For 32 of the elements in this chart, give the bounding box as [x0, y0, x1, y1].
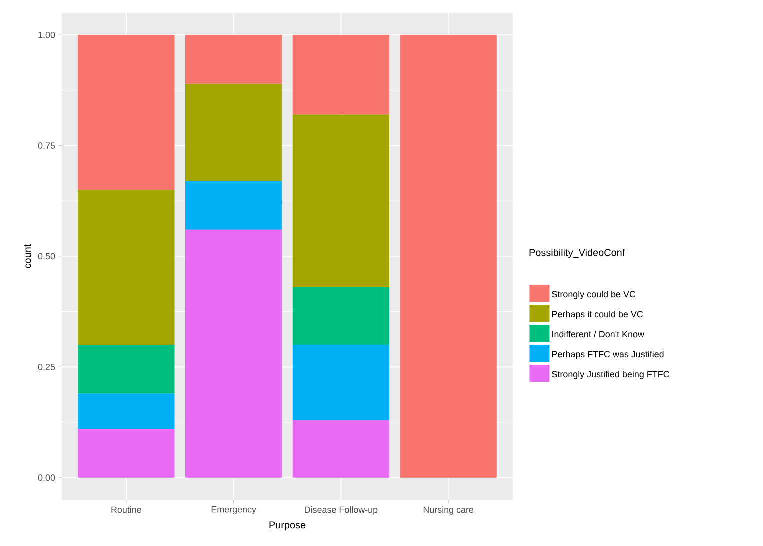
- bar: [186, 230, 282, 478]
- bar: [78, 190, 175, 346]
- bar: [292, 420, 390, 478]
- y-tick-label: 1.00: [38, 32, 56, 38]
- bar: [78, 429, 175, 478]
- legend-label: Indifferent / Don't Know: [552, 330, 644, 338]
- y-tick-label: 0.25: [38, 364, 56, 370]
- x-tick-label: Routine: [112, 506, 142, 514]
- bar: [186, 35, 282, 84]
- bar: [292, 287, 390, 346]
- bar: [78, 345, 175, 394]
- y-tick-label: 0.75: [38, 142, 56, 149]
- y-tick-label: 0.50: [38, 253, 56, 260]
- x-axis-title: Purpose: [270, 522, 306, 531]
- x-tick-label: Nursing care: [424, 506, 474, 515]
- bar: [186, 181, 282, 230]
- y-tick-label: 0.00: [38, 474, 56, 482]
- bar: [292, 345, 390, 420]
- x-tick-label: Emergency: [212, 506, 256, 515]
- bar: [292, 114, 390, 288]
- bar: [292, 35, 390, 115]
- bar: [186, 84, 282, 182]
- y-axis-title: count: [24, 244, 32, 268]
- legend-label: Perhaps FTFC was Justified: [552, 350, 664, 360]
- legend-label: Strongly could be VC: [552, 290, 636, 300]
- bar: [78, 394, 175, 430]
- legend-label: Strongly Justified being FTFC: [552, 370, 670, 380]
- legend-label: Perhaps it could be VC: [552, 310, 644, 320]
- x-tick-label: Disease Follow-up: [305, 506, 378, 515]
- legend-title: Possibility_VideoConf: [530, 248, 626, 258]
- bar: [400, 35, 497, 478]
- bar: [78, 35, 175, 190]
